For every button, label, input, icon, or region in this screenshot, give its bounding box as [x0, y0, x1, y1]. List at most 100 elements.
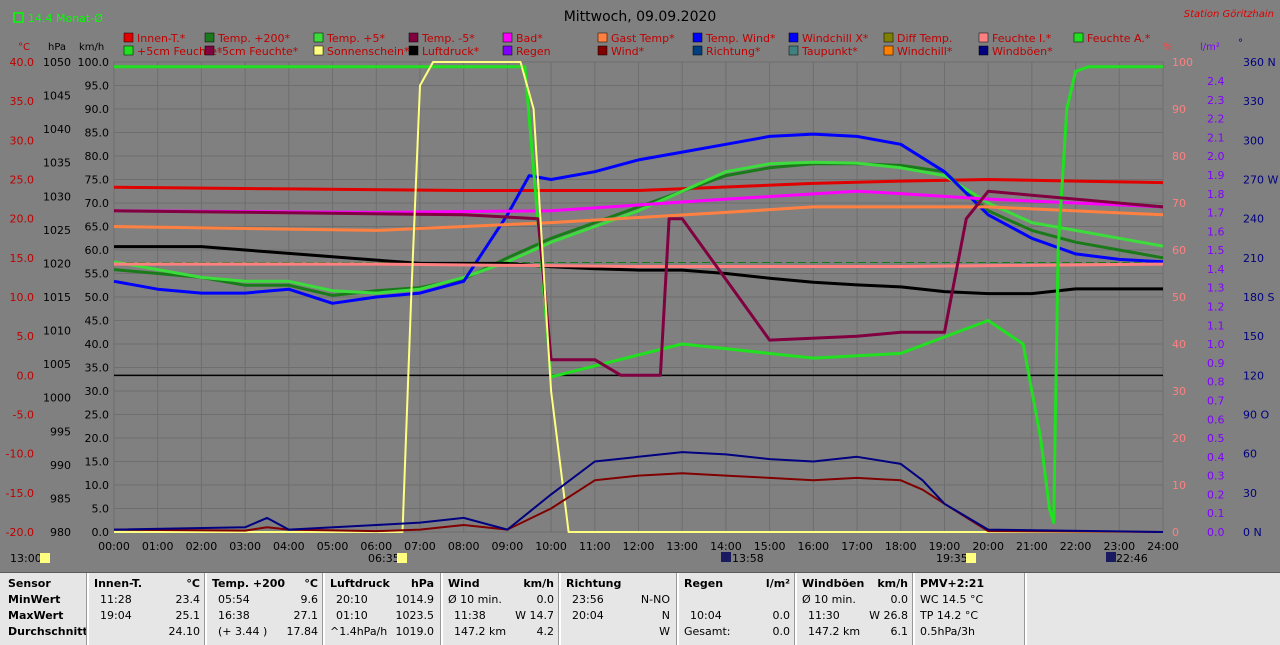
legend-swatch — [788, 45, 799, 56]
series-line — [113, 189, 1164, 214]
rain-tick: 0.0 — [1207, 526, 1225, 539]
legend-label: Temp. Wind* — [705, 32, 776, 45]
x-tick: 21:00 — [1016, 540, 1048, 553]
press-tick: 1035 — [43, 157, 71, 170]
press-tick: 1050 — [43, 56, 71, 69]
wind-avg-val: 4.2 — [536, 625, 555, 638]
temp-tick: -5.0 — [13, 409, 34, 422]
wind-tick: 50.0 — [85, 291, 110, 304]
moon-label: 22:46 — [1116, 552, 1148, 565]
temp200-max-val: 27.1 — [293, 609, 319, 622]
regen-unit: l/m² — [765, 577, 790, 590]
wind-tick: 30.0 — [85, 385, 110, 398]
pmv-trend: 0.5hPa/3h — [920, 625, 976, 638]
luft-unit: hPa — [410, 577, 434, 590]
temp-tick: -20.0 — [6, 526, 34, 539]
dir-tick: 270 W — [1243, 174, 1278, 187]
dir-tick: 240 — [1243, 213, 1264, 226]
series-line — [113, 160, 1164, 295]
rain-tick: 0.8 — [1207, 376, 1225, 389]
legend-swatch — [788, 32, 799, 43]
legend-label: -5cm Feuchte* — [218, 45, 299, 58]
x-tick: 04:00 — [273, 540, 305, 553]
regen-total-label: Gesamt: — [684, 625, 731, 638]
dir-tick: 30 — [1243, 487, 1257, 500]
rain-tick: 2.1 — [1207, 131, 1225, 144]
hum-tick: 70 — [1172, 197, 1186, 210]
legend-label: Windböen* — [992, 45, 1053, 58]
wind-tick: 5.0 — [92, 503, 110, 516]
stats-wind-col: Wind km/h Ø 10 min. 0.0 11:38 W 14.7 147.2 … — [448, 577, 554, 645]
legend-swatch — [1073, 32, 1084, 43]
legend-swatch — [692, 45, 703, 56]
temp-tick: 40.0 — [10, 56, 35, 69]
x-tick: 01:00 — [142, 540, 174, 553]
legend-swatch — [692, 32, 703, 43]
x-tick: 16:00 — [797, 540, 829, 553]
luft-max-time: 01:10 — [336, 609, 368, 622]
wind-tick: 0.0 — [92, 526, 110, 539]
boeen-max-val: W 26.8 — [869, 609, 908, 622]
wind-tick: 20.0 — [85, 432, 110, 445]
wind-stat-unit: km/h — [523, 577, 554, 590]
x-tick: 06:00 — [360, 540, 392, 553]
hum-unit: % — [1163, 42, 1173, 53]
chart-title: Mittwoch, 09.09.2020 — [564, 9, 717, 25]
richtung-max-val: N — [661, 609, 670, 622]
legend-label: Luftdruck* — [422, 45, 480, 58]
moon-icon — [1106, 552, 1116, 562]
hum-tick: 40 — [1172, 338, 1186, 351]
legend-label: Diff Temp. — [897, 32, 952, 45]
dir-tick: 90 O — [1243, 409, 1269, 422]
stats-boeen-col: Windböen km/h Ø 10 min. 0.0 11:30 W 26.8 14… — [802, 577, 908, 645]
x-tick: 15:00 — [754, 540, 786, 553]
hum-tick: 50 — [1172, 291, 1186, 304]
legend-label: Gast Temp* — [611, 32, 675, 45]
wind-tick: 95.0 — [85, 80, 110, 93]
station-name: Station Göritzhain — [1184, 9, 1274, 20]
legend-swatch — [597, 45, 608, 56]
legend-swatch — [204, 45, 215, 56]
x-tick: 07:00 — [404, 540, 436, 553]
press-tick: 995 — [50, 425, 71, 438]
x-tick: 09:00 — [492, 540, 524, 553]
x-tick: 08:00 — [448, 540, 480, 553]
series-line — [113, 205, 1164, 232]
hum-tick: 60 — [1172, 244, 1186, 257]
rain-tick: 1.0 — [1207, 338, 1225, 351]
x-tick: 10:00 — [535, 540, 567, 553]
series-line — [113, 472, 1164, 533]
rain-tick: 1.1 — [1207, 319, 1225, 332]
boeen-dist: 147.2 km — [808, 625, 861, 638]
press-tick: 1005 — [43, 358, 71, 371]
boeen-max-time: 11:30 — [808, 609, 840, 622]
press-unit: hPa — [48, 42, 66, 53]
x-tick: 24:00 — [1147, 540, 1179, 553]
regen-total-val: 0.0 — [772, 625, 791, 638]
luft-avg-val: 1019.0 — [395, 625, 435, 638]
wind-tick: 70.0 — [85, 197, 110, 210]
press-tick: 1000 — [43, 392, 71, 405]
press-tick: 1020 — [43, 257, 71, 270]
wind-tick: 65.0 — [85, 221, 110, 234]
regen-max-val: 0.0 — [772, 609, 791, 622]
series-line — [114, 245, 1163, 296]
rain-tick: 1.5 — [1207, 244, 1225, 257]
hum-tick: 90 — [1172, 103, 1186, 116]
sunset-icon — [966, 553, 976, 563]
luft-max-val: 1023.5 — [395, 609, 435, 622]
legend-label: Windchill X* — [802, 32, 869, 45]
dir-tick: 120 — [1243, 369, 1264, 382]
legend-swatch — [408, 32, 419, 43]
luft-avg-note: ^1.4hPa/h — [330, 625, 388, 638]
x-tick: 03:00 — [229, 540, 261, 553]
stats-richtung-col: Richtung 23:56 N-NO 20:04 N W — [566, 577, 670, 645]
stats-luft-col: Luftdruck hPa 20:10 1014.9 01:10 1023.5 ^1.… — [330, 577, 434, 645]
wind-dist: 147.2 km — [454, 625, 507, 638]
series-line — [113, 162, 1164, 297]
temp-tick: 35.0 — [10, 95, 35, 108]
temp-tick: 10.0 — [10, 291, 35, 304]
innen-avg-val: 24.10 — [168, 625, 201, 638]
pmv-windchill: WC 14.5 °C — [920, 593, 984, 606]
series-line — [114, 61, 1163, 533]
